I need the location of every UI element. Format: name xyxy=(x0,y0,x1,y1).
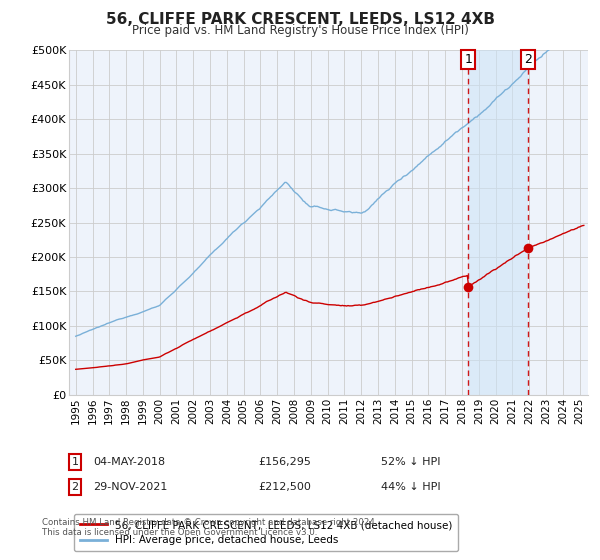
Text: 2: 2 xyxy=(524,53,532,66)
Text: 2: 2 xyxy=(71,482,79,492)
Text: Price paid vs. HM Land Registry's House Price Index (HPI): Price paid vs. HM Land Registry's House … xyxy=(131,24,469,36)
Text: Contains HM Land Registry data © Crown copyright and database right 2024.
This d: Contains HM Land Registry data © Crown c… xyxy=(42,518,377,538)
Text: £156,295: £156,295 xyxy=(258,457,311,467)
Text: 1: 1 xyxy=(71,457,79,467)
Text: 29-NOV-2021: 29-NOV-2021 xyxy=(93,482,167,492)
Bar xyxy=(468,50,528,395)
Text: £212,500: £212,500 xyxy=(258,482,311,492)
Text: 56, CLIFFE PARK CRESCENT, LEEDS, LS12 4XB: 56, CLIFFE PARK CRESCENT, LEEDS, LS12 4X… xyxy=(106,12,494,27)
Text: 44% ↓ HPI: 44% ↓ HPI xyxy=(381,482,440,492)
Legend: 56, CLIFFE PARK CRESCENT,  LEEDS, LS12 4XB (detached house), HPI: Average price,: 56, CLIFFE PARK CRESCENT, LEEDS, LS12 4X… xyxy=(74,514,458,552)
Text: 52% ↓ HPI: 52% ↓ HPI xyxy=(381,457,440,467)
Text: 1: 1 xyxy=(464,53,472,66)
Text: 04-MAY-2018: 04-MAY-2018 xyxy=(93,457,165,467)
